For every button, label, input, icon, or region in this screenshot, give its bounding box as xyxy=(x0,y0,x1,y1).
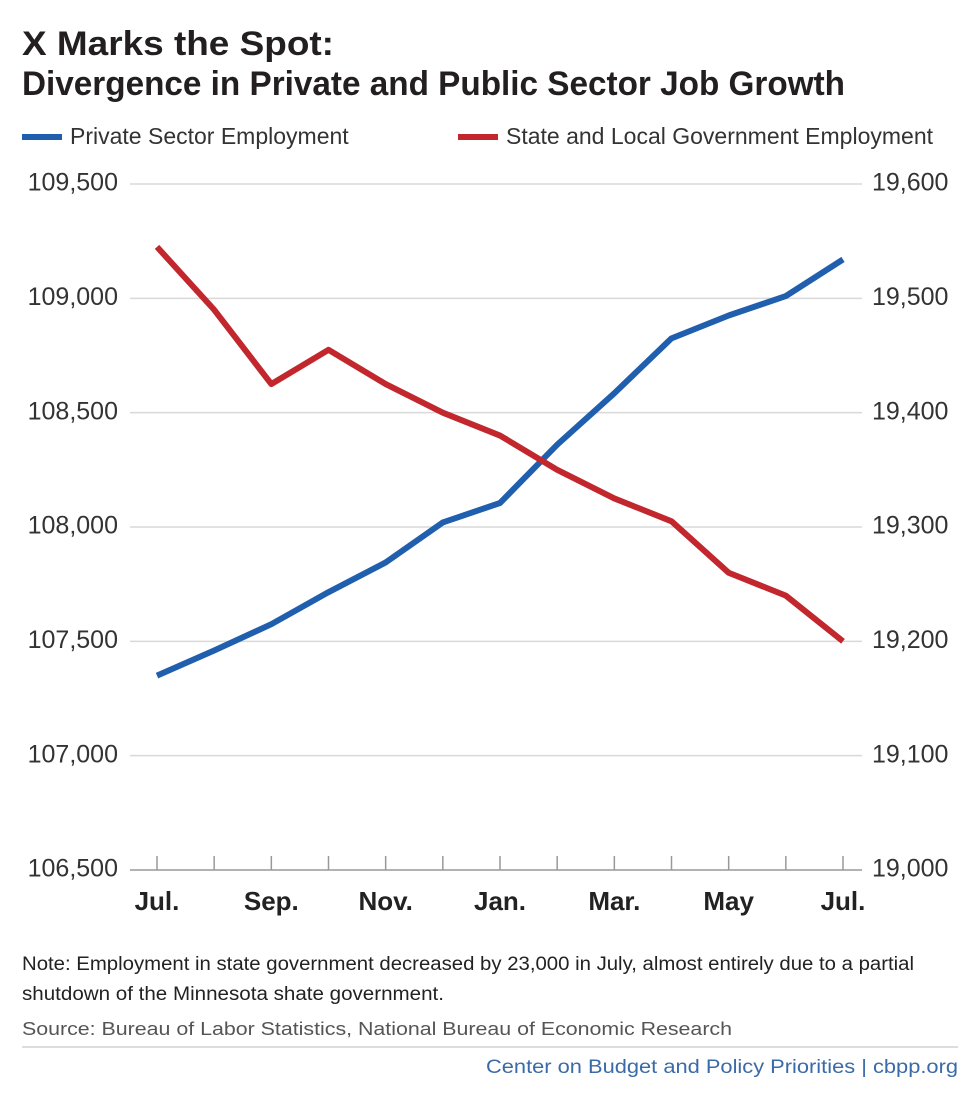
source: Source: Bureau of Labor Statistics, Nati… xyxy=(22,1019,732,1039)
y2-tick-label: 19,200 xyxy=(872,626,948,654)
x-tick-label: Sep. xyxy=(244,886,299,916)
note: shutdown of the Minnesota shate governme… xyxy=(22,984,444,1005)
y-tick-label: 109,000 xyxy=(28,283,118,311)
y-tick-label: 107,500 xyxy=(28,626,118,654)
y2-tick-label: 19,000 xyxy=(872,855,948,883)
legend-label: Private Sector Employment xyxy=(70,123,349,149)
series-line xyxy=(154,244,845,644)
chart-subtitle: Divergence in Private and Public Sector … xyxy=(22,65,845,103)
legend-label: State and Local Government Employment xyxy=(506,123,934,149)
x-tick-label: Mar. xyxy=(588,886,640,916)
y-tick-label: 108,500 xyxy=(28,397,118,425)
x-tick-label: Nov. xyxy=(358,886,412,916)
y2-tick-label: 19,600 xyxy=(872,169,948,197)
chart-title: X Marks the Spot: xyxy=(22,25,334,63)
note: Note: Employment in state government dec… xyxy=(22,954,914,975)
x-tick-label: Jul. xyxy=(135,886,180,916)
y-tick-label: 109,500 xyxy=(28,169,118,197)
x-tick-label: May xyxy=(703,886,754,916)
y-tick-label: 107,000 xyxy=(28,740,118,768)
y2-tick-label: 19,300 xyxy=(872,512,948,540)
y2-tick-label: 19,500 xyxy=(872,283,948,311)
credit: Center on Budget and Policy Priorities |… xyxy=(486,1057,958,1078)
y2-tick-label: 19,100 xyxy=(872,740,948,768)
y2-tick-label: 19,400 xyxy=(872,397,948,425)
y-tick-label: 106,500 xyxy=(28,855,118,883)
x-tick-label: Jul. xyxy=(821,886,866,916)
y-tick-label: 108,000 xyxy=(28,512,118,540)
x-tick-label: Jan. xyxy=(474,886,526,916)
series-line xyxy=(155,256,845,679)
